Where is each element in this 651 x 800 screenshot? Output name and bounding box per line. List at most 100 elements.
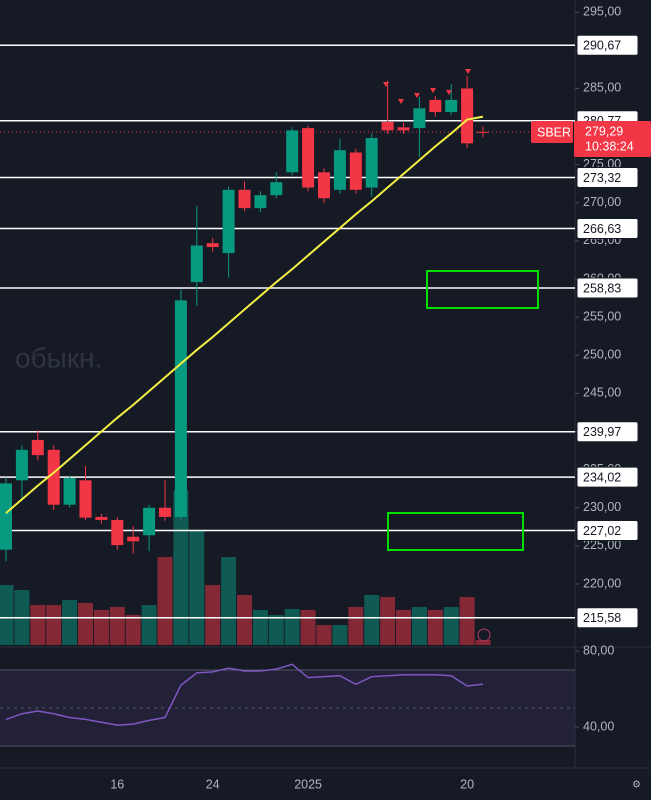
last-price-label: 279,29 (585, 124, 623, 138)
marker (414, 93, 420, 98)
volume-bar (316, 625, 332, 645)
y-tick-label: 245,00 (583, 386, 621, 400)
x-tick-label: 20 (460, 777, 474, 791)
zone-box (426, 270, 539, 309)
volume-bar (30, 605, 46, 645)
volume-bar (125, 615, 141, 645)
candle-body (0, 483, 12, 550)
candle-body (15, 449, 28, 481)
level-label: 258,83 (583, 281, 621, 295)
time-label: 10:38:24 (585, 139, 634, 153)
y-tick-label: 285,00 (583, 81, 621, 95)
marker (465, 69, 471, 74)
volume-bar (459, 597, 475, 645)
candle-body (318, 172, 330, 199)
level-label-box (576, 217, 639, 239)
y-tick-label: 295,00 (583, 4, 621, 18)
level-label-box (576, 466, 639, 488)
y-tick-label: 250,00 (583, 348, 621, 362)
candle-body (143, 507, 156, 536)
candle-body (190, 245, 203, 283)
candle-body (206, 243, 219, 248)
volume-bar (252, 610, 268, 645)
volume-bar (427, 610, 443, 645)
y-tick-label: 270,00 (583, 195, 621, 209)
candle-body (222, 189, 235, 254)
marker (446, 90, 452, 95)
symbol-label: SBER (537, 125, 571, 139)
volume-bar (221, 557, 237, 645)
candle-body (95, 516, 108, 520)
level-label: 234,02 (583, 470, 621, 484)
candle-body (381, 121, 394, 131)
level-label-box (576, 421, 639, 443)
level-label-box (576, 166, 639, 188)
settings-icon[interactable]: ⚙ (632, 780, 641, 791)
volume-bar (157, 557, 173, 645)
candle-body (254, 195, 267, 209)
level-label: 290,67 (583, 39, 621, 53)
level-label: 273,32 (583, 171, 621, 185)
x-tick-label: 16 (110, 777, 124, 791)
candle-body (159, 507, 171, 517)
marker (430, 88, 436, 93)
level-label: 215,58 (583, 611, 621, 625)
volume-bar (62, 600, 78, 645)
y-tick-label: 220,00 (583, 576, 621, 590)
candle-body (477, 131, 489, 133)
moving-average (5, 115, 484, 514)
level-label: 266,63 (583, 222, 621, 236)
y-tick-label: 255,00 (583, 309, 621, 323)
marks: 220,00225,00230,00235,00240,00245,00250,… (0, 4, 651, 791)
rsi-line (5, 663, 484, 726)
event-icon[interactable] (477, 628, 491, 642)
volume-bar (0, 585, 14, 645)
volume-bar (284, 609, 300, 645)
level-label: 239,97 (583, 425, 621, 439)
candle-body (174, 300, 187, 517)
candle-body (270, 182, 283, 196)
x-tick-label: 24 (206, 777, 220, 791)
level-label-box (576, 34, 639, 56)
volume-bar (189, 530, 205, 645)
candle-body (429, 99, 442, 113)
volume-bar (46, 605, 62, 645)
rsi-tick-label: 40,00 (583, 719, 614, 733)
volume-bar (396, 610, 411, 645)
volume-bar (205, 585, 221, 645)
rsi-tick-label: 80,00 (583, 643, 614, 657)
candle-body (333, 150, 346, 190)
volume-bar (364, 595, 380, 645)
volume-bar (78, 603, 93, 645)
x-tick-label: 2025 (294, 777, 322, 791)
candle-body (413, 108, 426, 129)
candle-body (31, 439, 44, 456)
marker (398, 99, 404, 104)
volume-bar (332, 625, 348, 645)
y-tick-label: 225,00 (583, 538, 621, 552)
candle-body (365, 137, 378, 188)
level-label-box (576, 277, 639, 299)
volume-bar (237, 595, 252, 645)
volume-bar (300, 610, 316, 645)
candle-body (302, 128, 315, 188)
signal-markers (383, 69, 471, 104)
volume-bar (141, 605, 157, 645)
level-label: 227,02 (583, 524, 621, 538)
candle-body (286, 130, 299, 173)
volume-bar (443, 607, 459, 645)
volume-bar (268, 615, 284, 645)
candle-body (461, 88, 474, 144)
watermark: обыкн. (15, 342, 102, 373)
volume-bar (93, 610, 109, 645)
candle-body (127, 536, 140, 542)
volume-bar (348, 607, 364, 645)
symbol-box (531, 120, 573, 143)
candle-body (349, 152, 362, 190)
volume-bar (109, 607, 125, 645)
volume-bar (173, 490, 189, 645)
candle-body (63, 478, 76, 505)
y-tick-label: 230,00 (583, 500, 621, 514)
